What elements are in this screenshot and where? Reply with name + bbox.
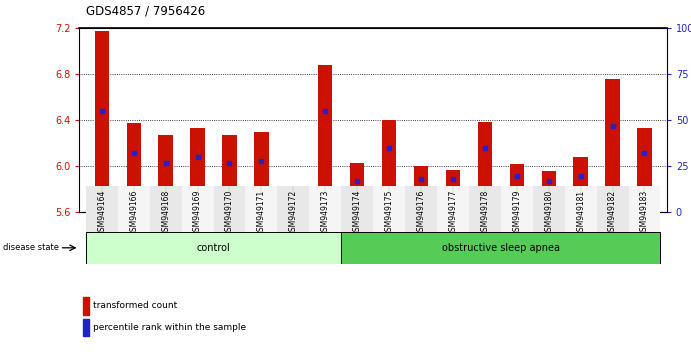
Bar: [341, 232, 661, 264]
Bar: [350, 163, 364, 212]
Bar: [286, 203, 301, 212]
Text: GSM949179: GSM949179: [512, 189, 521, 236]
Bar: [341, 186, 373, 232]
Bar: [477, 121, 492, 212]
Text: GSM949183: GSM949183: [640, 189, 649, 236]
Bar: [83, 297, 89, 314]
Bar: [565, 186, 596, 232]
Text: GSM949170: GSM949170: [225, 189, 234, 236]
Bar: [86, 186, 117, 232]
Bar: [310, 186, 341, 232]
Text: disease state: disease state: [3, 243, 59, 252]
Bar: [95, 31, 109, 212]
Bar: [596, 186, 629, 232]
Bar: [637, 129, 652, 212]
Text: GSM949171: GSM949171: [257, 189, 266, 236]
Text: GSM949164: GSM949164: [97, 189, 106, 236]
Bar: [83, 319, 89, 336]
Bar: [605, 79, 620, 212]
Text: GSM949175: GSM949175: [385, 189, 394, 236]
Bar: [469, 186, 501, 232]
Bar: [405, 186, 437, 232]
Text: transformed count: transformed count: [93, 301, 178, 310]
Text: percentile rank within the sample: percentile rank within the sample: [93, 323, 247, 332]
Bar: [629, 186, 661, 232]
Text: GSM949181: GSM949181: [576, 189, 585, 236]
Bar: [509, 164, 524, 212]
Bar: [318, 65, 332, 212]
Bar: [437, 186, 469, 232]
Bar: [382, 120, 396, 212]
Bar: [223, 135, 237, 212]
Text: GSM949169: GSM949169: [193, 189, 202, 236]
Text: GDS4857 / 7956426: GDS4857 / 7956426: [86, 5, 206, 18]
Text: GSM949174: GSM949174: [352, 189, 361, 236]
Text: GSM949182: GSM949182: [608, 189, 617, 236]
Text: GSM949168: GSM949168: [161, 189, 170, 236]
Bar: [126, 123, 141, 212]
Bar: [117, 186, 150, 232]
Bar: [277, 186, 310, 232]
Text: GSM949166: GSM949166: [129, 189, 138, 236]
Bar: [86, 232, 341, 264]
Bar: [191, 129, 205, 212]
Bar: [542, 171, 556, 212]
Text: control: control: [197, 243, 230, 253]
Text: obstructive sleep apnea: obstructive sleep apnea: [442, 243, 560, 253]
Bar: [373, 186, 405, 232]
Bar: [245, 186, 277, 232]
Bar: [214, 186, 245, 232]
Bar: [414, 166, 428, 212]
Text: GSM949178: GSM949178: [480, 189, 489, 236]
Bar: [533, 186, 565, 232]
Bar: [574, 157, 588, 212]
Bar: [446, 170, 460, 212]
Text: GSM949180: GSM949180: [545, 189, 553, 236]
Text: GSM949177: GSM949177: [448, 189, 457, 236]
Bar: [501, 186, 533, 232]
Bar: [182, 186, 214, 232]
Bar: [254, 132, 269, 212]
Text: GSM949173: GSM949173: [321, 189, 330, 236]
Text: GSM949176: GSM949176: [417, 189, 426, 236]
Bar: [150, 186, 182, 232]
Text: GSM949172: GSM949172: [289, 189, 298, 236]
Bar: [158, 135, 173, 212]
